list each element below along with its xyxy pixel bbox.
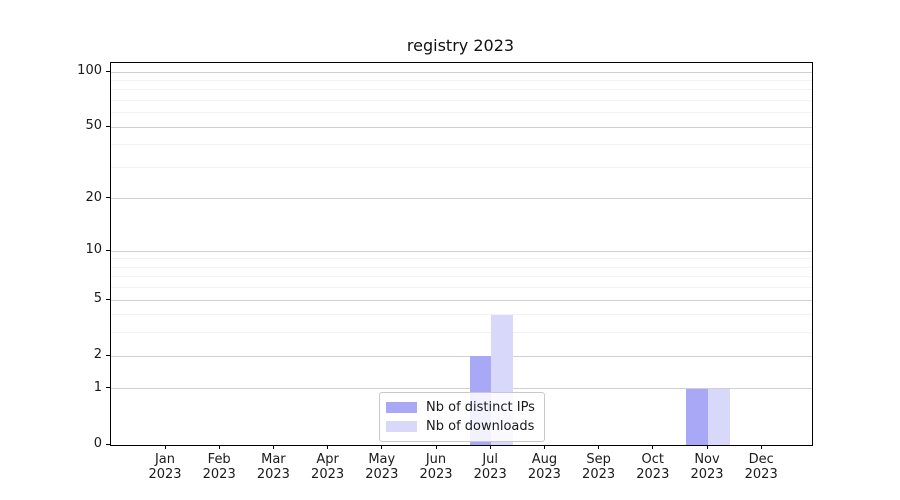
x-tick-month: Feb xyxy=(207,452,231,467)
x-tick-mark xyxy=(272,445,274,449)
legend-label: Nb of distinct IPs xyxy=(426,400,535,415)
x-tick-year: 2023 xyxy=(473,467,507,482)
gridline-minor xyxy=(111,100,812,102)
gridline-major xyxy=(111,126,812,128)
x-tick-year: 2023 xyxy=(527,467,561,482)
x-tick-year: 2023 xyxy=(636,467,670,482)
x-axis-tick-label: May 2023 xyxy=(354,452,410,482)
x-tick-mark xyxy=(489,445,491,449)
y-tick-mark xyxy=(106,298,110,300)
gridline-minor xyxy=(111,167,812,168)
x-tick-month: Aug xyxy=(531,452,558,467)
x-tick-month: Jul xyxy=(482,452,499,467)
y-axis-tick-label: 100 xyxy=(77,63,102,79)
x-tick-mark xyxy=(706,445,708,449)
x-tick-year: 2023 xyxy=(365,467,399,482)
x-tick-mark xyxy=(652,445,654,449)
legend-swatch xyxy=(386,421,417,432)
legend-entry: Nb of downloads xyxy=(386,417,535,436)
x-tick-mark xyxy=(164,445,166,449)
x-tick-month: Jan xyxy=(154,452,176,467)
x-tick-year: 2023 xyxy=(690,467,724,482)
x-tick-year: 2023 xyxy=(311,467,345,482)
y-axis-tick-label: 10 xyxy=(85,242,102,258)
legend-swatch xyxy=(386,402,417,413)
x-tick-month: Oct xyxy=(641,452,665,467)
x-tick-mark xyxy=(760,445,762,449)
legend-entry: Nb of distinct IPs xyxy=(386,398,535,417)
x-tick-year: 2023 xyxy=(148,467,182,482)
x-tick-mark xyxy=(327,445,329,449)
gridline-minor xyxy=(111,287,812,289)
y-tick-mark xyxy=(106,197,110,199)
y-axis-tick-label: 50 xyxy=(85,118,102,134)
x-tick-mark xyxy=(218,445,220,449)
x-axis-tick-label: Dec 2023 xyxy=(733,452,789,482)
x-axis-tick-label: Jun 2023 xyxy=(408,452,464,482)
y-tick-mark xyxy=(106,354,110,356)
x-axis-tick-label: Feb 2023 xyxy=(191,452,247,482)
x-tick-month: Dec xyxy=(748,452,774,467)
y-axis-tick-label: 1 xyxy=(93,379,102,395)
x-tick-month: Sep xyxy=(586,452,611,467)
y-axis-tick-label: 2 xyxy=(93,347,102,363)
gridline-minor xyxy=(111,314,812,316)
x-tick-mark xyxy=(543,445,545,449)
gridline-major xyxy=(111,355,812,357)
y-tick-mark xyxy=(106,443,110,445)
gridline-minor xyxy=(111,276,812,278)
y-tick-mark xyxy=(106,70,110,72)
gridline-minor xyxy=(111,79,812,81)
x-tick-month: Nov xyxy=(694,452,720,467)
x-axis-tick-label: Apr 2023 xyxy=(300,452,356,482)
gridline-minor xyxy=(111,332,812,334)
x-tick-year: 2023 xyxy=(202,467,236,482)
gridline-major xyxy=(111,250,812,252)
x-axis-tick-label: Jan 2023 xyxy=(137,452,193,482)
legend-label: Nb of downloads xyxy=(426,419,535,434)
x-tick-mark xyxy=(381,445,383,449)
y-tick-mark xyxy=(106,125,110,127)
y-tick-mark xyxy=(106,387,110,389)
gridline-minor xyxy=(111,144,812,146)
x-axis-tick-label: Oct 2023 xyxy=(625,452,681,482)
bar-downloads xyxy=(708,389,730,445)
gridline-minor xyxy=(111,89,812,91)
x-tick-month: Jun xyxy=(425,452,447,467)
y-axis-tick-label: 5 xyxy=(93,291,102,307)
x-tick-year: 2023 xyxy=(256,467,290,482)
gridline-major xyxy=(111,299,812,301)
y-axis-tick-label: 0 xyxy=(93,436,102,451)
y-tick-mark xyxy=(106,249,110,251)
bar-distinct-ips xyxy=(686,389,708,445)
x-tick-month: May xyxy=(368,452,396,467)
gridline-minor xyxy=(111,112,812,114)
x-tick-month: Apr xyxy=(316,452,339,467)
gridline-major xyxy=(111,71,812,73)
x-tick-mark xyxy=(435,445,437,449)
x-axis-tick-label: Jul 2023 xyxy=(462,452,518,482)
gridline-minor xyxy=(111,266,812,268)
x-axis-tick-label: Mar 2023 xyxy=(245,452,301,482)
x-axis-tick-label: Nov 2023 xyxy=(679,452,735,482)
x-tick-month: Mar xyxy=(261,452,286,467)
x-tick-mark xyxy=(598,445,600,449)
x-tick-year: 2023 xyxy=(744,467,778,482)
plot-area: Nb of distinct IPs Nb of downloads xyxy=(110,62,813,446)
legend: Nb of distinct IPs Nb of downloads xyxy=(379,392,545,442)
x-tick-year: 2023 xyxy=(582,467,616,482)
x-tick-year: 2023 xyxy=(419,467,453,482)
gridline-major xyxy=(111,198,812,200)
chart-title: registry 2023 xyxy=(406,36,515,55)
x-axis-tick-label: Aug 2023 xyxy=(516,452,572,482)
y-axis-tick-label: 20 xyxy=(85,189,102,205)
gridline-minor xyxy=(111,258,812,260)
x-axis-tick-label: Sep 2023 xyxy=(571,452,627,482)
gridline-major xyxy=(111,388,812,390)
